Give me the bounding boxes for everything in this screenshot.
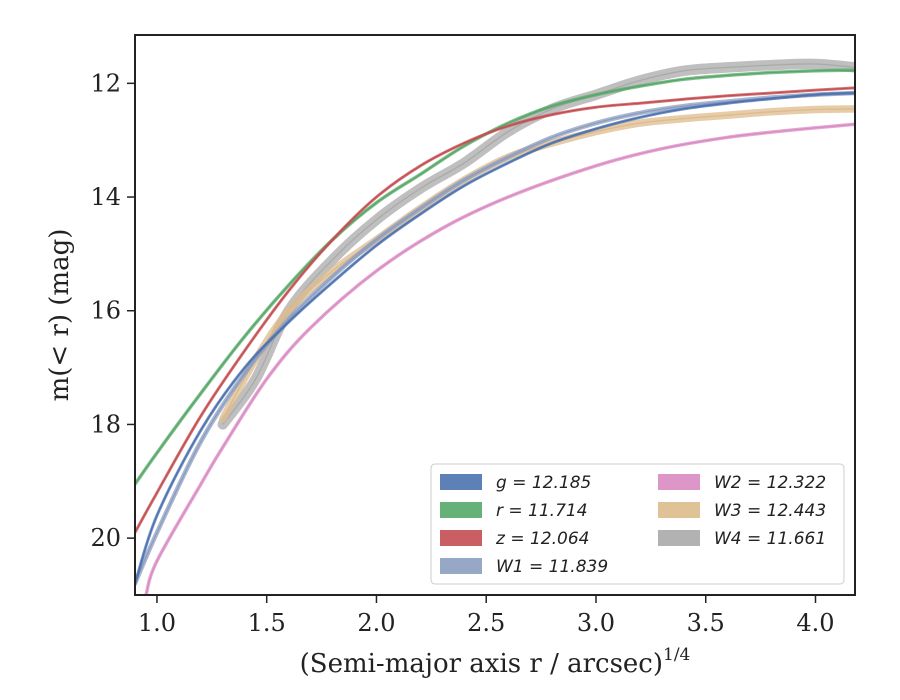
legend-label: W2 = 12.322 [714,473,826,493]
legend-frame [430,463,845,585]
legend: g = 12.185 r = 11.714 z = 12.064 W1 = 11.83… [430,463,845,585]
x-axis-label: (Semi-major axis r / arcsec)1/4 [300,645,691,679]
series-w1-line [135,92,855,584]
legend-label: r = 11.714 [496,501,588,521]
series-w2-line [145,123,855,595]
legend-swatch [440,558,482,574]
legend-swatch [658,502,700,518]
x-tick-label: 2.5 [467,609,505,637]
legend-swatch [440,502,482,518]
series-layer [135,58,855,595]
y-axis-label: m(< r) (mag) [45,229,75,402]
plot-frame [134,34,856,596]
x-tick-label: 3.0 [577,609,615,637]
x-tick-label: 3.5 [687,609,725,637]
series-z-line [135,87,855,533]
x-tick-label: 1.5 [248,609,286,637]
legend-swatch [658,530,700,546]
legend-label: W4 = 11.661 [714,529,826,549]
x-tick-label: 1.0 [138,609,176,637]
series-g-line [135,92,855,584]
y-tick-label: 16 [90,297,121,325]
legend-label: W1 = 11.839 [496,557,608,577]
y-tick-label: 20 [90,524,121,552]
legend-swatch [440,530,482,546]
x-axis-label-text: (Semi-major axis r / arcsec) [300,649,663,679]
legend-label: W3 = 12.443 [714,501,826,521]
x-axis: 1.0 1.5 2.0 2.5 3.0 3.5 4.0 [138,595,835,637]
x-axis-label-superscript: 1/4 [663,645,690,665]
legend-label: g = 12.185 [496,473,591,493]
y-axis: 12 14 16 18 20 [90,69,135,552]
y-tick-label: 14 [90,183,121,211]
x-tick-label: 2.0 [357,609,395,637]
legend-swatch [440,474,482,490]
y-tick-label: 12 [90,69,121,97]
legend-label: z = 12.064 [495,529,589,549]
y-tick-label: 18 [90,410,121,438]
legend-swatch [658,474,700,490]
x-tick-label: 4.0 [796,609,834,637]
